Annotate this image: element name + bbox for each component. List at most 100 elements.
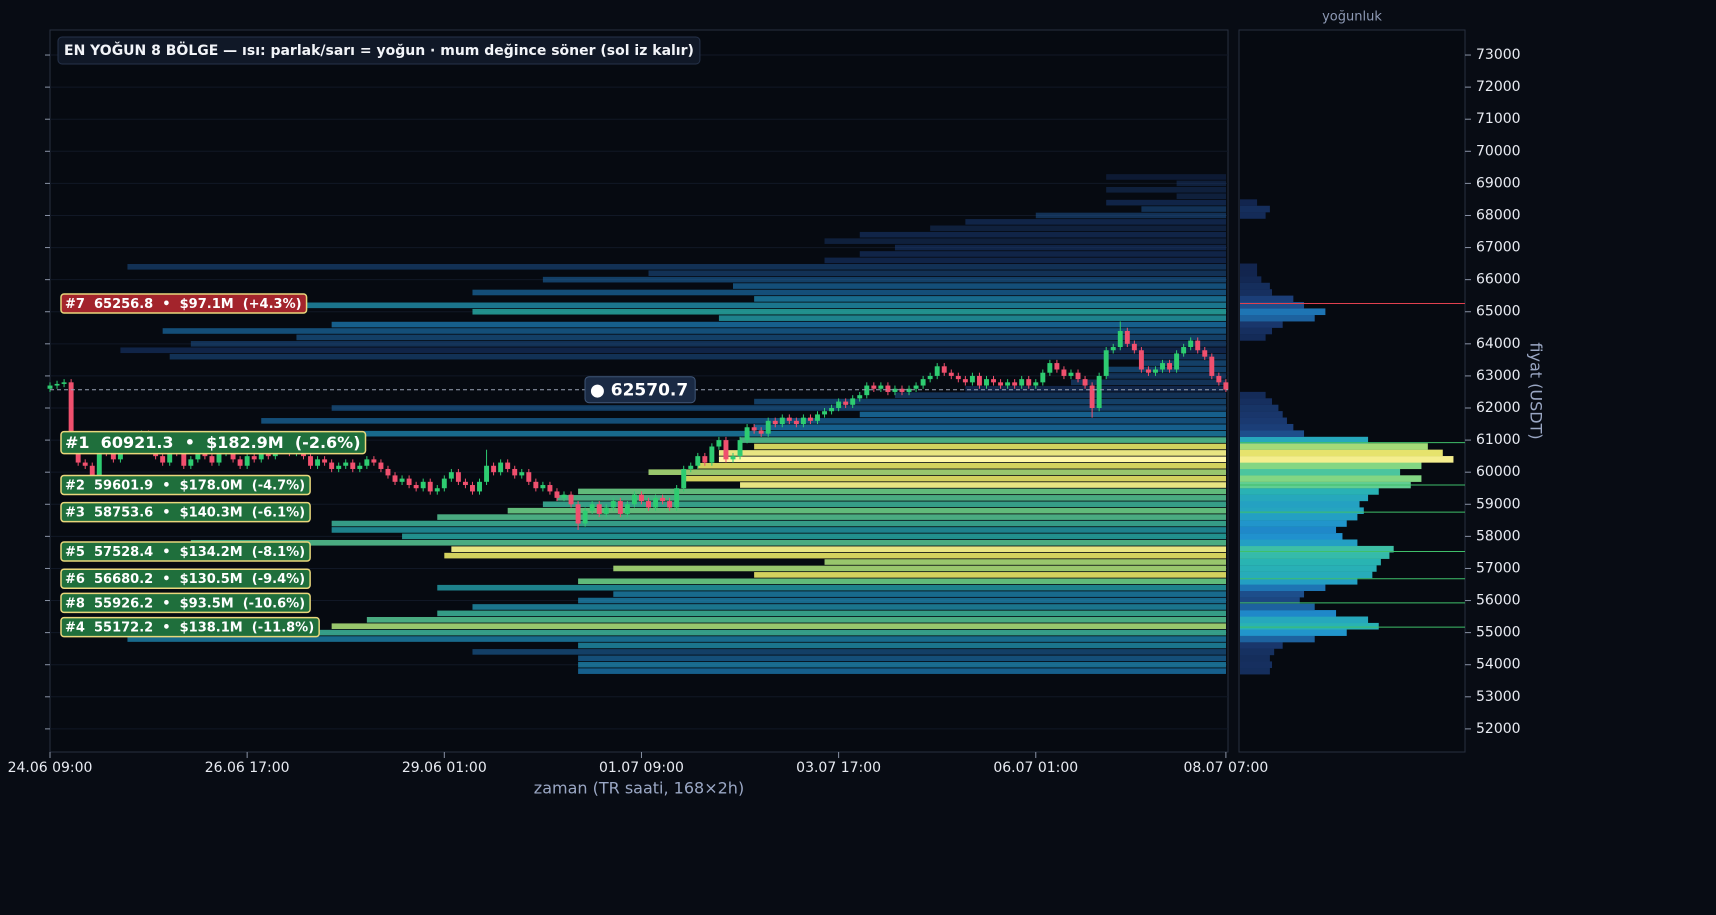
x-tick-label: 06.07 01:00 (993, 760, 1078, 776)
heat-band (1176, 180, 1226, 187)
profile-bar (1240, 334, 1266, 341)
profile-bar (1240, 533, 1343, 540)
candle-body (188, 459, 194, 466)
heat-band (718, 315, 1226, 321)
candle-body (1223, 382, 1229, 390)
x-tick-label: 08.07 07:00 (1183, 760, 1268, 776)
x-tick-label: 29.06 01:00 (402, 760, 487, 776)
candle-body (716, 440, 722, 447)
candle-body (1174, 353, 1180, 370)
heat-band (444, 552, 1226, 559)
candle-body (962, 379, 968, 383)
candle-body (857, 395, 863, 399)
profile-bar (1240, 276, 1262, 283)
profile-bar (1240, 468, 1401, 476)
heat-band (1106, 199, 1226, 206)
candle-body (540, 485, 546, 489)
candle-body (54, 383, 60, 386)
heat-band (894, 392, 1226, 398)
candle-body (864, 385, 870, 396)
candle-body (1082, 379, 1088, 386)
candle-body (709, 446, 715, 463)
last-price-label: ● 62570.7 (590, 381, 688, 401)
heat-band (754, 398, 1226, 405)
candle-body (413, 485, 419, 489)
profile-bar (1240, 655, 1270, 662)
candle-body (836, 401, 842, 409)
zone-label: #5 57528.4 • $134.2M (-8.1%) (65, 545, 305, 560)
candle-body (420, 481, 426, 489)
profile-bar (1240, 494, 1369, 502)
heat-band (451, 546, 1227, 552)
heat-band (190, 341, 1227, 347)
heat-band (754, 296, 1226, 302)
candle-body (216, 452, 222, 463)
zone-box (60, 501, 311, 523)
heat-band (824, 257, 1226, 264)
candle-body (336, 465, 342, 469)
candle-body (779, 417, 785, 425)
candle-body (526, 472, 532, 482)
candle-body (617, 501, 623, 514)
heat-band (578, 661, 1226, 668)
candle-body (554, 491, 560, 498)
candle-body (920, 379, 926, 386)
candle-body (244, 456, 250, 466)
profile-bar (1240, 500, 1360, 508)
profile-bar (1240, 513, 1358, 521)
candle-body (96, 440, 102, 476)
candle-body (596, 504, 602, 514)
candle-body (1202, 350, 1208, 357)
candle-body (89, 465, 95, 476)
candle-body (462, 481, 468, 486)
profile-bar (1240, 642, 1283, 649)
heat-band (542, 501, 1226, 508)
candle-body (913, 385, 919, 389)
profile-bar (1240, 391, 1266, 399)
candle-body (976, 375, 982, 386)
heat-band (613, 591, 1226, 597)
candle-body (772, 420, 778, 425)
candle-body (167, 449, 173, 463)
heat-band (578, 597, 1226, 604)
candle-body (470, 485, 475, 492)
candle-body (329, 462, 335, 469)
profile-bar (1240, 526, 1337, 534)
profile-bar (1240, 212, 1266, 219)
candle-body (265, 452, 271, 457)
candle-body (1124, 330, 1130, 344)
candle-body (878, 385, 884, 389)
heat-band (162, 328, 1226, 334)
profile-bar (1240, 661, 1273, 669)
candle-body (209, 456, 215, 463)
candle-body (822, 411, 828, 415)
profile-bar (1240, 648, 1275, 656)
profile-bar (1240, 269, 1258, 277)
profile-bar (1240, 417, 1287, 425)
profile-label: yoğunluk (1322, 10, 1382, 25)
y-tick-label: 72000 (1476, 79, 1521, 95)
candle-body (582, 510, 588, 524)
heat-band (127, 264, 1227, 270)
profile-bar (1240, 622, 1379, 630)
heat-band (1106, 366, 1226, 373)
profile-bar (1240, 507, 1364, 514)
heat-band (331, 527, 1226, 533)
candle-body (892, 388, 898, 392)
candle-body (631, 494, 637, 505)
candle-body (800, 417, 806, 425)
candle-body (1209, 356, 1215, 376)
y-tick-label: 70000 (1476, 143, 1521, 159)
zone-box (60, 474, 311, 496)
heat-band (965, 385, 1226, 392)
heat-band (733, 283, 1226, 289)
heat-band (578, 642, 1226, 649)
heat-band (1106, 373, 1226, 379)
candle-body (1188, 340, 1194, 348)
candle-body (927, 375, 933, 380)
candle-body (1110, 347, 1116, 351)
candle-body (47, 385, 53, 389)
profile-bar (1240, 308, 1326, 316)
candle-body (786, 417, 792, 421)
candle-body (941, 366, 947, 373)
